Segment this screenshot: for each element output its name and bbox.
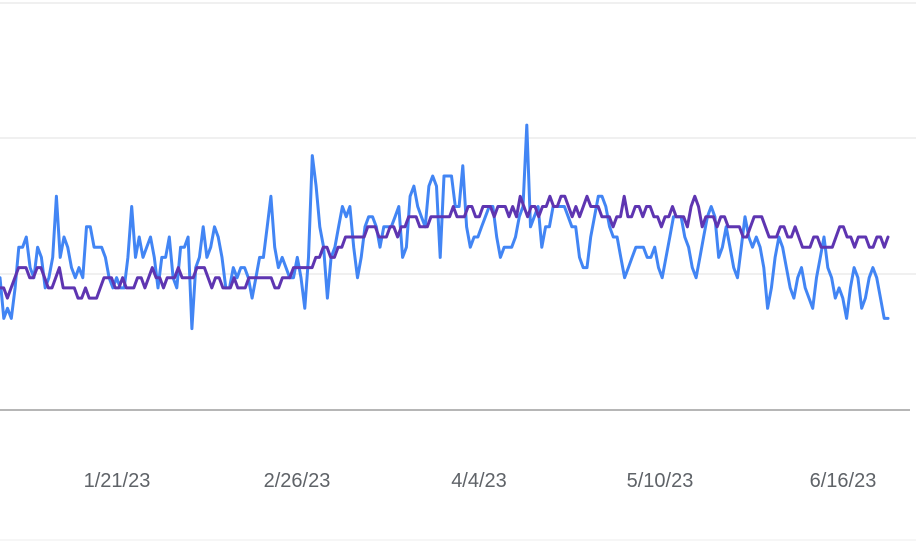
x-tick-label: 6/16/23 (810, 470, 877, 492)
x-tick-label: 5/10/23 (627, 470, 694, 492)
x-tick-label: 2/26/23 (264, 470, 331, 492)
series-line (0, 123, 890, 331)
x-axis-tick-labels: 1/21/23 2/26/23 4/4/23 5/10/23 6/16/23 (84, 470, 877, 492)
x-tick-label: 4/4/23 (451, 470, 507, 492)
x-tick-label: 1/21/23 (84, 470, 151, 492)
series-line (0, 194, 890, 300)
series-layer (0, 123, 890, 331)
